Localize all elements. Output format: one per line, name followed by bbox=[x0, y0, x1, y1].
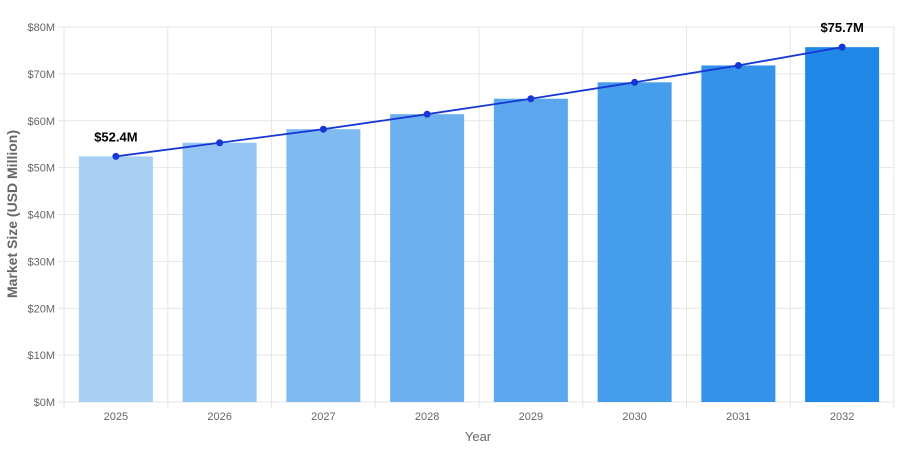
trend-point-2030 bbox=[631, 78, 639, 86]
bar-2026 bbox=[182, 142, 257, 402]
axes: $0M $10M $20M $30M $40M $50M $60M $70M $80M 2025 2… bbox=[27, 22, 854, 423]
trend-point-2027 bbox=[319, 125, 327, 133]
x-tick-label: 2030 bbox=[622, 411, 646, 423]
y-tick-label: $80M bbox=[27, 22, 55, 34]
y-tick-label: $0M bbox=[34, 397, 55, 409]
x-axis-title: Year bbox=[465, 429, 492, 444]
x-tick-label: 2026 bbox=[207, 411, 231, 423]
y-tick-label: $30M bbox=[27, 256, 55, 268]
x-tick-label: 2028 bbox=[415, 411, 439, 423]
trend-point-2028 bbox=[423, 110, 431, 118]
bar-2030 bbox=[597, 82, 672, 402]
y-tick-label: $20M bbox=[27, 303, 55, 315]
y-tick-label: $60M bbox=[27, 116, 55, 128]
trend-line bbox=[112, 43, 846, 160]
trend-point-2029 bbox=[527, 95, 535, 103]
bar-2031 bbox=[701, 65, 776, 402]
trend-point-2032 bbox=[838, 43, 846, 51]
data-label-2025: $52.4M bbox=[94, 129, 137, 144]
data-labels: $52.4M $75.7M bbox=[94, 20, 864, 144]
trend-line-path bbox=[115, 46, 843, 158]
bar-2025 bbox=[78, 156, 153, 402]
trend-point-2026 bbox=[216, 139, 224, 147]
x-tick-label: 2031 bbox=[726, 411, 750, 423]
x-tick-label: 2027 bbox=[311, 411, 335, 423]
bar-2027 bbox=[286, 129, 361, 402]
y-axis-title: Market Size (USD Million) bbox=[4, 130, 20, 298]
bars bbox=[78, 47, 880, 402]
x-tick-label: 2025 bbox=[104, 411, 128, 423]
bar-2028 bbox=[390, 114, 465, 402]
y-tick-label: $40M bbox=[27, 210, 55, 222]
y-tick-label: $70M bbox=[27, 69, 55, 81]
x-tick-label: 2029 bbox=[519, 411, 543, 423]
trend-point-2025 bbox=[112, 152, 120, 160]
x-tick-label: 2032 bbox=[830, 411, 854, 423]
trend-point-2031 bbox=[734, 61, 742, 69]
y-tick-label: $10M bbox=[27, 350, 55, 362]
y-tick-label: $50M bbox=[27, 163, 55, 175]
data-label-2032: $75.7M bbox=[820, 20, 863, 35]
bar-2029 bbox=[493, 98, 568, 402]
bar-2032 bbox=[805, 47, 880, 402]
